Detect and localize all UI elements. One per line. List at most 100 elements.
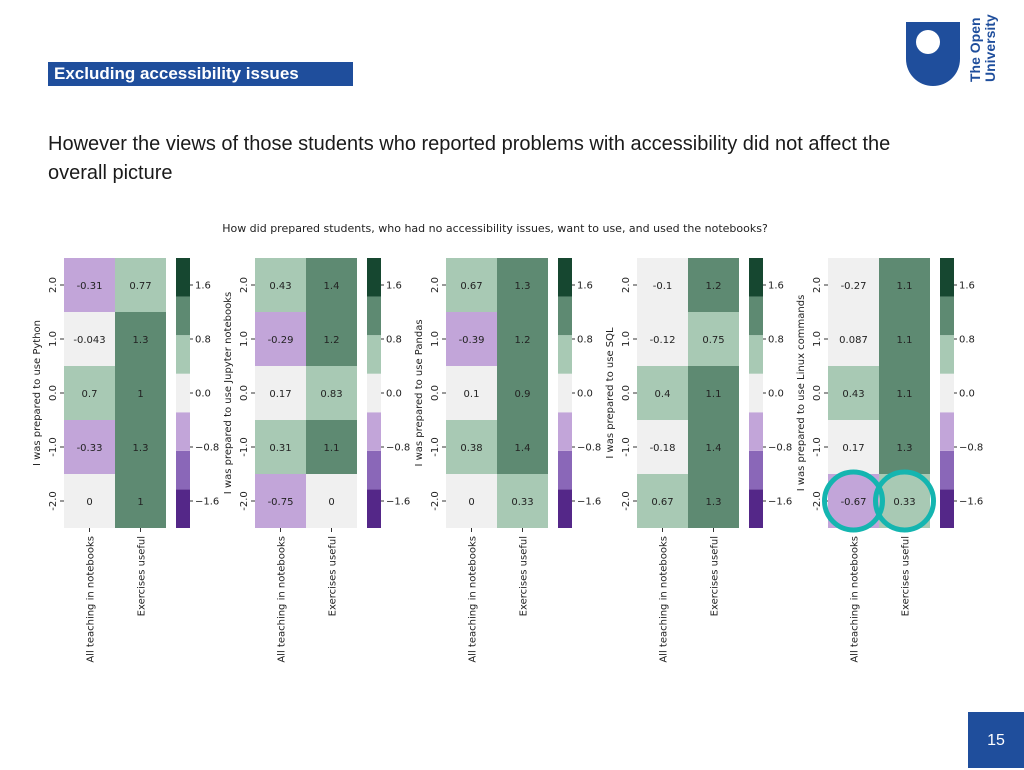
heatmap-cell [255,474,306,528]
cell-value-label: 0.33 [893,497,915,508]
column-tick-label: All teaching in notebooks [850,536,861,663]
colorbar-segment [940,489,954,528]
column-tick-label: Exercises useful [328,536,339,616]
cell-value-label: -0.043 [73,335,105,346]
cell-value-label: 1.4 [515,443,531,454]
row-tick-label: 2.0 [430,277,441,293]
cell-value-label: 0.67 [460,281,482,292]
row-tick-label: -1.0 [430,437,441,457]
row-tick-label: 0.0 [621,385,632,401]
row-tick-label: 1.0 [621,331,632,347]
column-tick-label: Exercises useful [710,536,721,616]
colorbar-segment [940,412,954,451]
cell-value-label: -0.12 [650,335,676,346]
colorbar-segment [176,335,190,374]
row-tick-label: -1.0 [621,437,632,457]
cell-value-label: 0.77 [129,281,151,292]
colorbar-segment [558,412,572,451]
heatmap-cell [306,420,357,474]
heatmap-cell [64,474,115,528]
colorbar-segment [749,450,763,490]
heatmap-cell [255,366,306,420]
heatmap-cell [115,312,166,366]
colorbar-segment [940,258,954,297]
colorbar-segment [558,450,572,490]
page-number: 15 [968,712,1024,768]
column-tick-label: All teaching in notebooks [277,536,288,663]
cell-value-label: 0.9 [515,389,531,400]
y-axis-label: I was prepared to use Python [32,320,43,466]
cell-value-label: 1.4 [324,281,340,292]
cell-value-label: 1.1 [897,389,913,400]
cell-value-label: 0.1 [464,389,480,400]
heatmap-cell [306,474,357,528]
heatmap-cell [497,258,548,312]
y-axis-label: I was prepared to use Pandas [414,319,425,466]
cell-value-label: 0.43 [269,281,291,292]
heatmap-cell [115,366,166,420]
cell-value-label: -0.67 [841,497,867,508]
cell-value-label: 1.2 [324,335,340,346]
heatmap-cell [688,420,739,474]
heatmap-figure: How did prepared students, who had no ac… [32,222,983,663]
logo-shield-icon [906,22,960,86]
row-tick-label: 1.0 [239,331,250,347]
colorbar-segment [749,412,763,451]
colorbar-tick-label: 1.6 [195,281,211,292]
row-tick-label: -2.0 [48,491,59,511]
heatmap-cell [879,312,930,366]
heatmap-cell [446,420,497,474]
colorbar-segment [176,412,190,451]
cell-value-label: 1.3 [133,443,149,454]
cell-value-label: 0.7 [82,389,98,400]
cell-value-label: 0 [468,497,474,508]
colorbar-tick-label: −1.6 [195,497,219,508]
row-tick-label: -2.0 [621,491,632,511]
cell-value-label: 0 [86,497,92,508]
heatmap-cell [255,258,306,312]
colorbar-tick-label: 0.0 [959,389,975,400]
row-tick-label: 0.0 [48,385,59,401]
cell-value-label: -0.75 [268,497,294,508]
cell-value-label: 1 [137,497,143,508]
colorbar-segment [558,258,572,297]
colorbar-tick-label: 1.6 [959,281,975,292]
row-tick-label: 1.0 [48,331,59,347]
heatmap-cell [115,420,166,474]
colorbar-tick-label: −1.6 [386,497,410,508]
chart-title: How did prepared students, who had no ac… [222,222,768,235]
cell-value-label: -0.27 [841,281,867,292]
cell-value-label: 1.1 [897,281,913,292]
colorbar-segment [176,489,190,528]
cell-value-label: 0.83 [320,389,342,400]
row-tick-label: -2.0 [812,491,823,511]
cell-value-label: 1.4 [706,443,722,454]
colorbar-segment [749,335,763,374]
heatmap-cell [306,312,357,366]
colorbar-tick-label: 0.0 [195,389,211,400]
cell-value-label: 1.1 [706,389,722,400]
colorbar-segment [176,296,190,336]
heatmap-cell [446,312,497,366]
colorbar-tick-label: 0.0 [577,389,593,400]
row-tick-label: -2.0 [430,491,441,511]
column-tick-label: All teaching in notebooks [468,536,479,663]
cell-value-label: 1.3 [897,443,913,454]
cell-value-label: 0 [328,497,334,508]
colorbar-segment [940,450,954,490]
heatmap-cell [637,366,688,420]
colorbar-tick-label: 1.6 [768,281,784,292]
cell-value-label: 0.33 [511,497,533,508]
colorbar-segment [558,335,572,374]
heatmap-cell [306,258,357,312]
row-tick-label: 0.0 [239,385,250,401]
colorbar-tick-label: 1.6 [577,281,593,292]
heatmap-cell [306,366,357,420]
highlight-circle [822,469,885,533]
colorbar-segment [367,335,381,374]
heatmap-cell [879,258,930,312]
row-tick-label: -1.0 [812,437,823,457]
heatmap-cell [64,312,115,366]
heatmap-cell [497,420,548,474]
colorbar-tick-label: 0.8 [195,335,211,346]
